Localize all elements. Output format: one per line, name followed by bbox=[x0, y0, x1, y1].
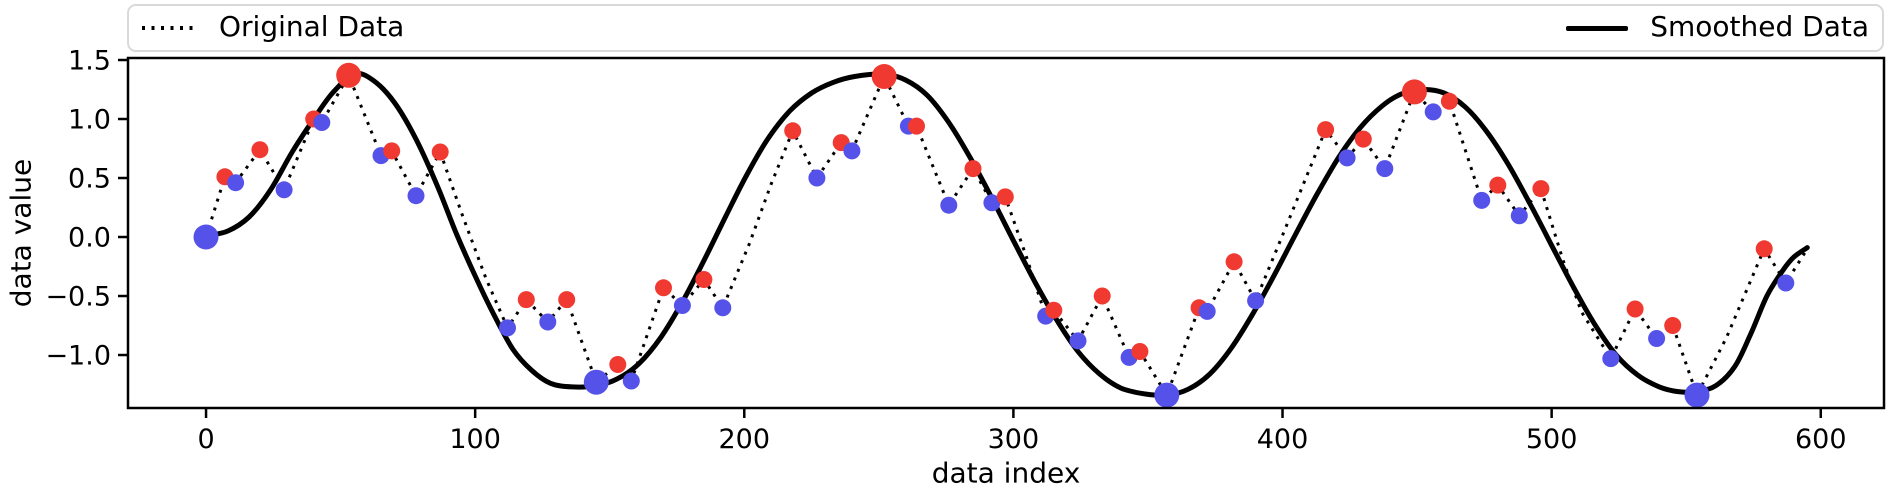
local-max-marker bbox=[1225, 253, 1243, 271]
local-min-marker bbox=[1247, 292, 1265, 310]
local-max-marker bbox=[1045, 301, 1063, 319]
local-min-marker bbox=[808, 169, 826, 187]
local-min-marker bbox=[1424, 103, 1442, 121]
local-max-marker bbox=[964, 160, 982, 178]
legend-label-original: Original Data bbox=[219, 9, 405, 43]
x-tick-label: 300 bbox=[988, 424, 1040, 455]
local-max-marker bbox=[1489, 176, 1507, 194]
legend-item-original-data: Original Data bbox=[142, 9, 405, 44]
x-tick-label: 100 bbox=[449, 424, 501, 455]
local-max-marker bbox=[784, 122, 802, 140]
smoothed-data-line bbox=[203, 71, 1810, 398]
local-min-marker bbox=[1777, 274, 1795, 292]
local-max-marker bbox=[871, 64, 897, 89]
local-min-marker bbox=[673, 297, 691, 314]
y-axis-label: data value bbox=[4, 158, 38, 308]
local-min-marker bbox=[714, 299, 732, 317]
x-axis-label: data index bbox=[931, 456, 1081, 490]
local-min-marker bbox=[1376, 160, 1394, 178]
y-tick-label: 0.0 bbox=[68, 222, 111, 253]
original-data-line bbox=[204, 73, 1809, 397]
local-min-marker bbox=[1069, 332, 1087, 350]
local-min-marker bbox=[622, 372, 640, 390]
local-max-marker bbox=[1532, 180, 1550, 198]
x-tick-label: 0 bbox=[197, 424, 214, 455]
local-min-marker bbox=[1154, 382, 1180, 408]
x-tick-label: 500 bbox=[1526, 424, 1578, 455]
local-min-marker bbox=[1473, 191, 1491, 209]
local-max-marker bbox=[1093, 287, 1111, 305]
y-tick-label: −0.5 bbox=[45, 281, 111, 312]
local-min-marker bbox=[940, 196, 958, 214]
local-max-marker bbox=[655, 279, 672, 297]
x-tick-label: 400 bbox=[1257, 424, 1309, 455]
local-min-marker bbox=[539, 313, 557, 331]
local-min-marker bbox=[275, 181, 293, 199]
local-max-marker bbox=[908, 117, 925, 135]
local-min-marker bbox=[313, 114, 331, 131]
solid-line-sample bbox=[1566, 25, 1629, 31]
local-max-marker bbox=[517, 291, 535, 309]
local-max-marker bbox=[558, 291, 576, 309]
local-max-marker bbox=[1131, 343, 1149, 360]
local-min-marker bbox=[1648, 330, 1666, 347]
x-tick-label: 200 bbox=[719, 424, 771, 455]
local-max-marker bbox=[695, 271, 713, 288]
dotted-line-sample bbox=[142, 26, 197, 30]
local-min-marker bbox=[983, 194, 1001, 212]
local-max-marker bbox=[336, 62, 362, 88]
y-tick-label: 1.5 bbox=[68, 45, 111, 76]
legend-item-smoothed-data: Smoothed Data bbox=[1566, 9, 1869, 44]
x-tick-label: 600 bbox=[1795, 424, 1847, 455]
local-max-marker bbox=[1664, 317, 1682, 334]
local-min-marker bbox=[407, 187, 425, 205]
local-max-marker bbox=[431, 143, 449, 161]
local-min-marker bbox=[499, 319, 516, 337]
local-max-marker bbox=[1755, 240, 1773, 258]
local-min-marker bbox=[1338, 149, 1356, 167]
local-min-marker bbox=[583, 369, 609, 395]
local-max-marker bbox=[609, 356, 627, 373]
local-max-marker bbox=[1317, 121, 1335, 139]
local-min-marker bbox=[227, 174, 245, 192]
legend: Original Data Smoothed Data bbox=[127, 4, 1884, 52]
local-min-marker bbox=[843, 142, 861, 160]
y-tick-label: −1.0 bbox=[45, 340, 111, 371]
local-max-marker bbox=[1354, 130, 1372, 148]
local-max-marker bbox=[1440, 92, 1458, 110]
local-max-marker bbox=[996, 188, 1014, 206]
local-min-marker bbox=[193, 224, 219, 250]
local-max-marker bbox=[1626, 300, 1644, 318]
local-max-marker bbox=[383, 142, 401, 160]
local-min-marker bbox=[1198, 302, 1216, 320]
y-tick-label: 1.0 bbox=[68, 104, 111, 135]
axes-frame bbox=[126, 56, 1886, 410]
legend-label-smoothed: Smoothed Data bbox=[1650, 9, 1869, 43]
local-min-marker bbox=[1602, 350, 1620, 368]
local-min-marker bbox=[1510, 207, 1528, 225]
y-tick-label: 0.5 bbox=[68, 163, 111, 194]
local-min-marker bbox=[1684, 382, 1710, 408]
local-max-marker bbox=[1401, 79, 1427, 105]
local-max-marker bbox=[251, 141, 269, 159]
